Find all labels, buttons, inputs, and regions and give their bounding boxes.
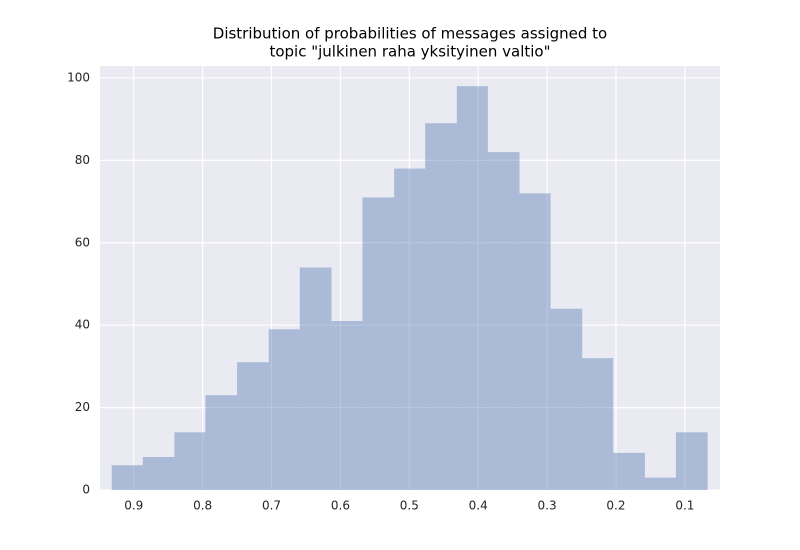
- y-tick-label: 20: [75, 400, 90, 414]
- bar: [644, 477, 676, 490]
- bar: [582, 358, 614, 490]
- bar: [613, 452, 645, 490]
- chart-title: topic "julkinen raha yksityinen valtio": [269, 43, 550, 61]
- y-tick-label: 0: [82, 483, 90, 497]
- bar: [142, 457, 175, 490]
- x-tick-label: 0.9: [124, 499, 143, 513]
- bar: [394, 168, 426, 490]
- bar: [205, 395, 238, 490]
- x-tick-label: 0.2: [606, 499, 625, 513]
- bar: [362, 197, 395, 490]
- x-tick-label: 0.7: [262, 499, 281, 513]
- y-tick-label: 40: [75, 318, 90, 332]
- x-tick-label: 0.6: [331, 499, 350, 513]
- x-tick-label: 0.8: [193, 499, 212, 513]
- bar: [237, 362, 269, 490]
- y-tick-label: 60: [75, 235, 90, 249]
- bar: [174, 432, 206, 490]
- bar: [331, 321, 363, 490]
- bar: [299, 267, 332, 490]
- bar: [550, 308, 583, 490]
- bar: [519, 193, 551, 490]
- x-tick-label: 0.3: [538, 499, 557, 513]
- bar: [456, 86, 488, 490]
- bar: [487, 152, 520, 490]
- bar: [268, 329, 300, 490]
- chart-title: Distribution of probabilities of message…: [213, 25, 607, 43]
- y-tick-label: 100: [67, 70, 90, 84]
- bar: [111, 465, 143, 490]
- plot-background: [100, 66, 720, 490]
- x-tick-label: 0.5: [400, 499, 419, 513]
- x-tick-label: 0.1: [675, 499, 694, 513]
- y-tick-label: 80: [75, 153, 90, 167]
- bar: [675, 432, 708, 490]
- bar: [425, 123, 457, 490]
- x-tick-label: 0.4: [469, 499, 488, 513]
